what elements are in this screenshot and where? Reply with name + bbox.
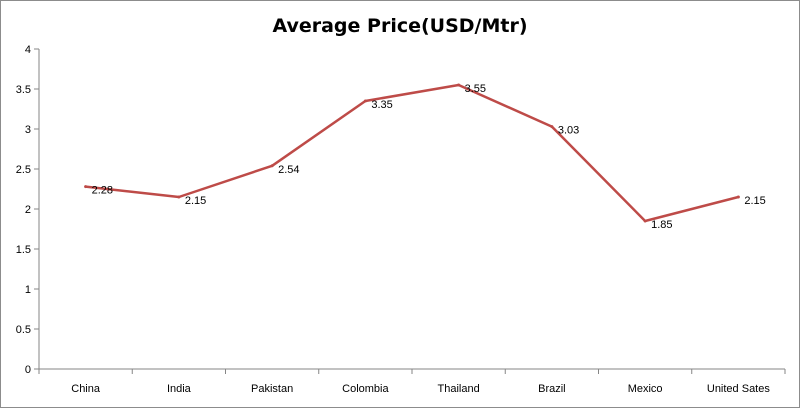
x-tick-label: United Sates [707, 383, 770, 395]
data-label: 2.15 [185, 195, 206, 207]
data-label: 3.03 [558, 125, 579, 137]
y-tick-label: 2 [25, 204, 31, 216]
data-label: 2.54 [278, 164, 299, 176]
axes: 0 0.5 1 1.5 2 2.5 3 3.5 4 China India Pakistan Colom… [16, 44, 786, 395]
data-label: 2.28 [92, 185, 113, 197]
x-tick-label: Thailand [438, 383, 480, 395]
series-line [84, 83, 740, 223]
x-tick-label: Mexico [628, 383, 663, 395]
data-label: 1.85 [651, 219, 672, 231]
y-tick-label: 1.5 [16, 244, 31, 256]
data-point [84, 185, 88, 189]
y-tick-label: 4 [25, 44, 31, 56]
y-tick-label: 0.5 [16, 324, 31, 336]
data-label: 3.55 [465, 83, 486, 95]
data-point [363, 99, 367, 103]
chart-title: Average Price(USD/Mtr) [272, 15, 527, 37]
data-labels: 2.28 2.15 2.54 3.35 3.55 3.03 1.85 2.15 [92, 83, 766, 231]
y-tick-label: 2.5 [16, 164, 31, 176]
data-point [550, 125, 554, 129]
x-tick-label: Pakistan [251, 383, 293, 395]
y-tick-label: 1 [25, 284, 31, 296]
y-tick-label: 3 [25, 124, 31, 136]
series-group [84, 83, 740, 223]
data-point [457, 83, 461, 87]
data-point [736, 195, 740, 199]
x-tick-label: Brazil [538, 383, 566, 395]
y-tick-label: 3.5 [16, 84, 31, 96]
x-tick-label: China [71, 383, 101, 395]
x-tick-label: India [167, 383, 192, 395]
data-point [270, 164, 274, 168]
data-point [177, 195, 181, 199]
x-tick-label: Colombia [342, 383, 389, 395]
y-tick-label: 0 [25, 364, 31, 376]
data-point [643, 219, 647, 223]
data-label: 3.35 [371, 99, 392, 111]
data-label: 2.15 [744, 195, 765, 207]
